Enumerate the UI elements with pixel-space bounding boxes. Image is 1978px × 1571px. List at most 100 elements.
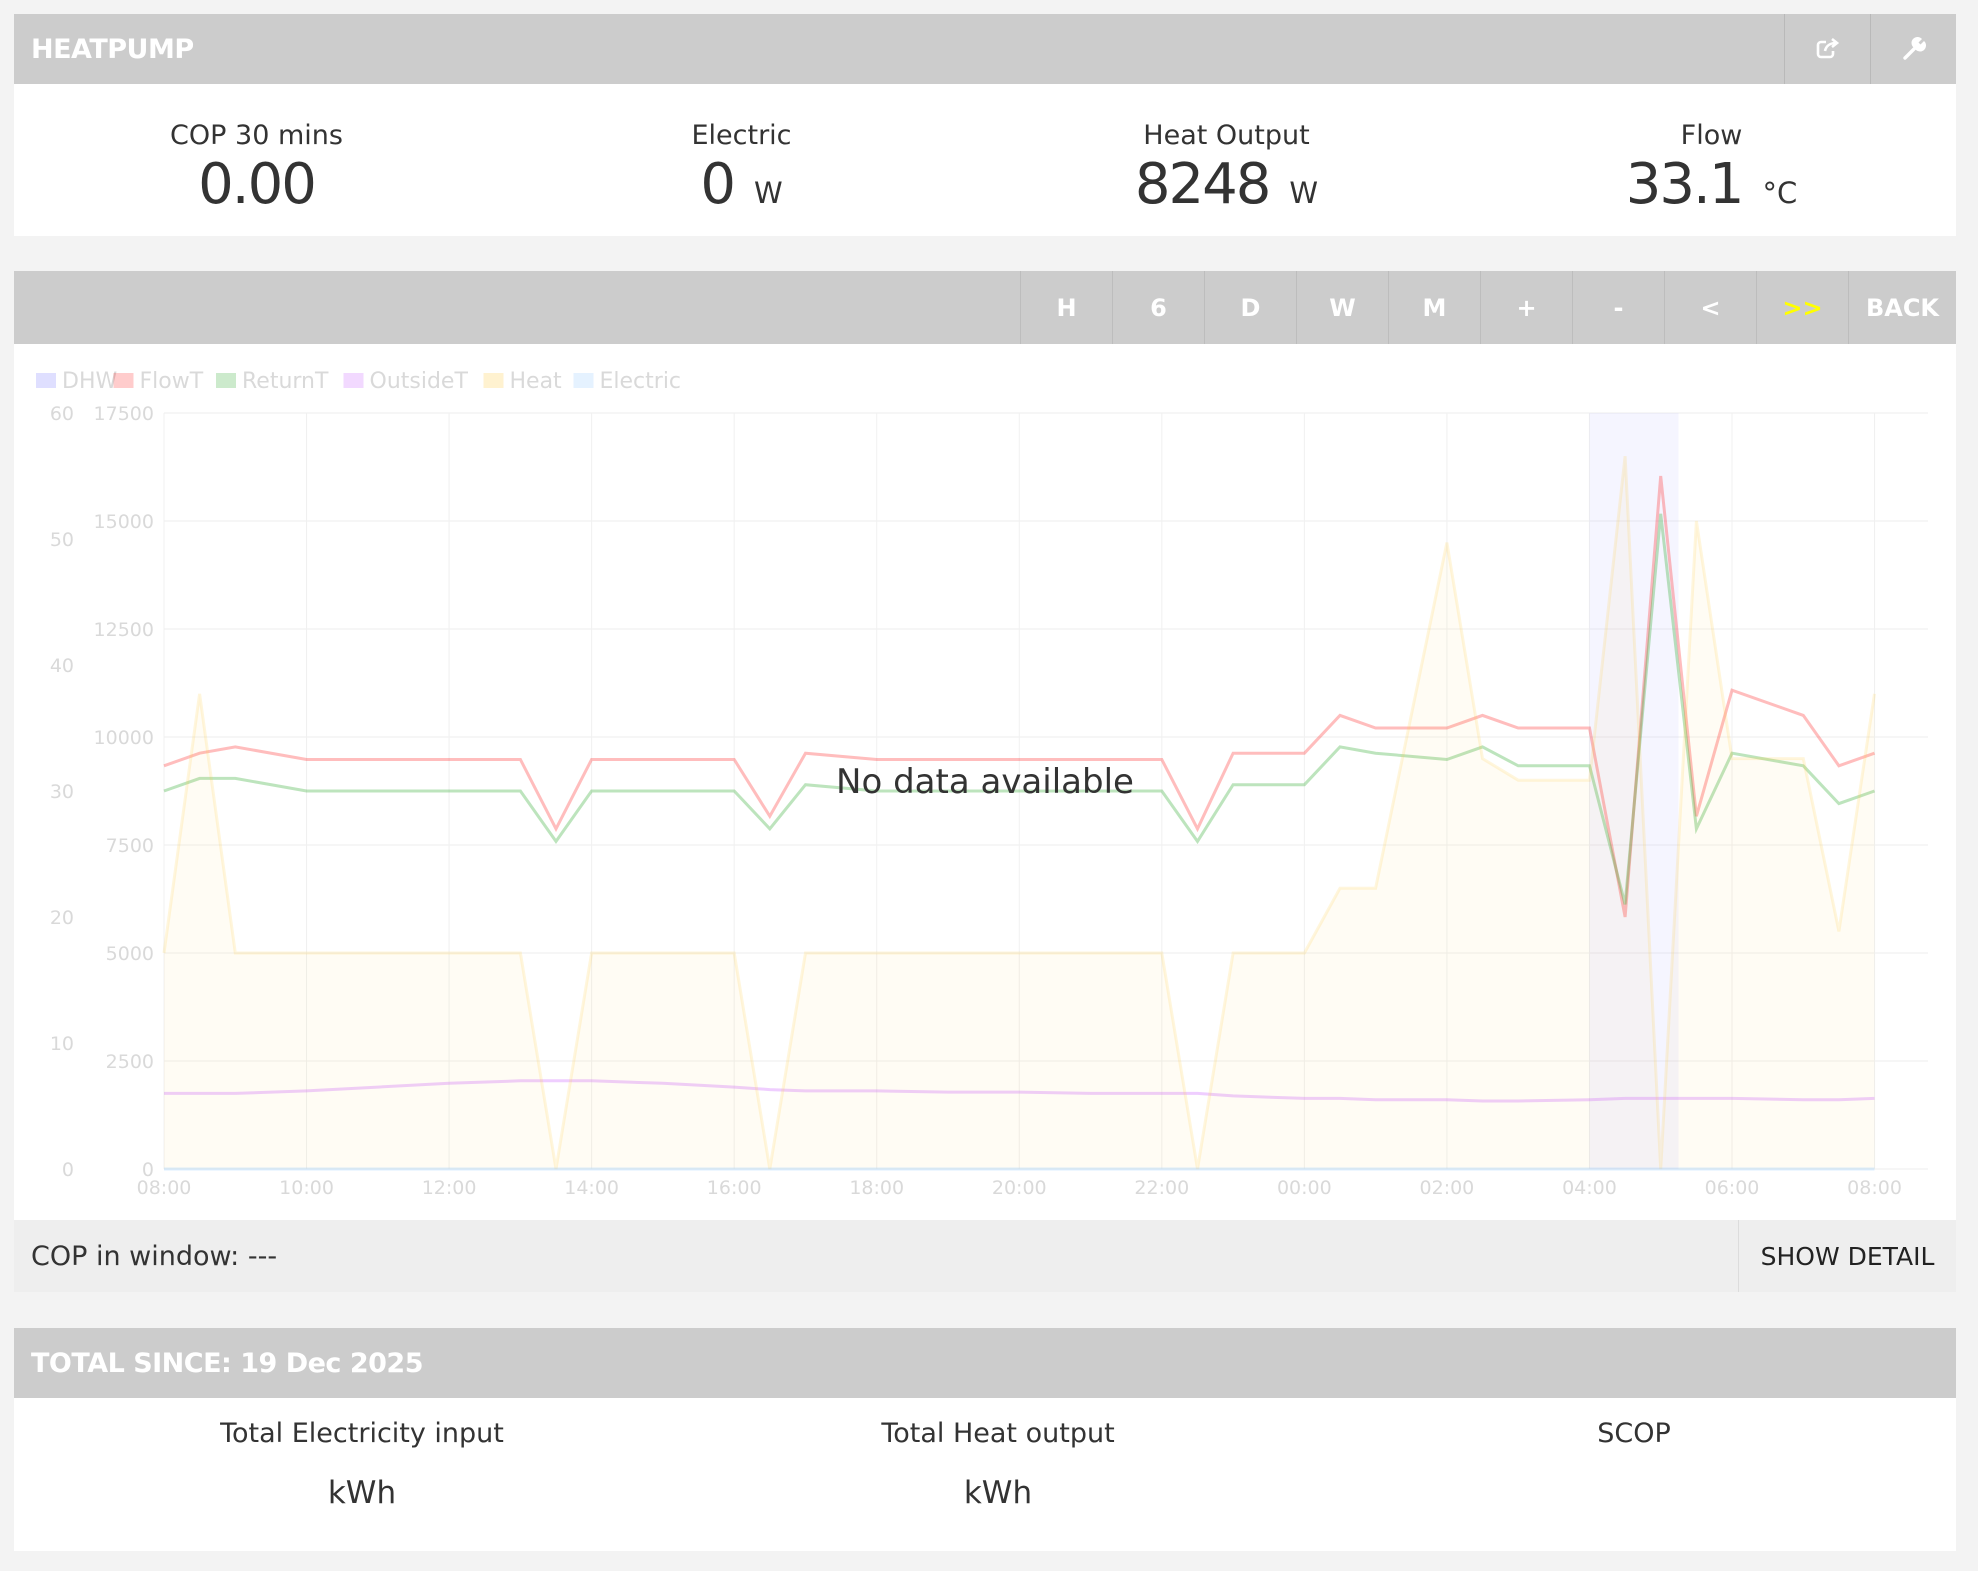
left-axis-tick: 60 xyxy=(50,403,74,425)
legend-label: Heat xyxy=(510,369,563,394)
left-axis-tick: 20 xyxy=(50,907,74,929)
total-label: Total Electricity input xyxy=(220,1418,504,1449)
series-line-returnt xyxy=(163,513,1876,905)
x-axis-tick: 10:00 xyxy=(279,1177,334,1199)
stat-heat-output: Heat Output 8248 W xyxy=(984,84,1469,225)
zoom-week-button[interactable]: W xyxy=(1296,271,1388,344)
chart-canvas: 0 2500 5000 7500 10000 12500 15000 17500 0 10 20 30… xyxy=(36,369,1928,1199)
zoom-month-button[interactable]: M xyxy=(1388,271,1480,344)
zoom-hour-button[interactable]: H xyxy=(1020,271,1112,344)
heat-value: 8248 xyxy=(1134,152,1272,217)
legend-label: DHW xyxy=(62,369,117,394)
right-axis-tick: 17500 xyxy=(94,403,154,425)
stat-flow: Flow 33.1 °C xyxy=(1469,84,1954,225)
x-axis-tick: 06:00 xyxy=(1705,1177,1760,1199)
electric-value: 0 xyxy=(700,152,736,217)
cop-window-label: COP in window: xyxy=(31,1240,240,1272)
stat-value: 0.00 xyxy=(14,153,499,217)
cop-window-bar: COP in window: --- SHOW DETAIL xyxy=(14,1220,1956,1292)
stat-value: 33.1 °C xyxy=(1469,153,1954,225)
total-heat: Total Heat output kWh xyxy=(680,1398,1316,1511)
right-axis-tick: 12500 xyxy=(94,619,154,641)
wrench-icon xyxy=(1902,37,1926,60)
back-button[interactable]: BACK xyxy=(1848,271,1956,344)
stat-label: COP 30 mins xyxy=(170,120,343,151)
cop-window-text: COP in window: --- xyxy=(31,1220,277,1292)
x-axis-tick: 04:00 xyxy=(1562,1177,1617,1199)
legend-label: FlowT xyxy=(140,369,204,394)
left-axis-tick: 30 xyxy=(50,781,74,803)
total-electricity: Total Electricity input kWh xyxy=(44,1398,680,1511)
total-scop: SCOP xyxy=(1316,1398,1952,1475)
legend-label: OutsideT xyxy=(370,369,469,394)
left-axis-tick: 10 xyxy=(50,1033,74,1055)
legend-swatch xyxy=(483,373,504,388)
x-axis-tick: 00:00 xyxy=(1277,1177,1332,1199)
x-axis-tick: 22:00 xyxy=(1134,1177,1189,1199)
series-line-heat xyxy=(162,456,1876,1170)
app-title: HEATPUMP xyxy=(31,33,194,65)
heat-area xyxy=(164,456,1875,1169)
stat-label: Electric xyxy=(691,120,792,151)
legend-label: Electric xyxy=(600,369,682,394)
series-line-outsidet xyxy=(164,1079,1875,1103)
x-axis-tick: 08:00 xyxy=(1847,1177,1902,1199)
history-chart[interactable]: 0 2500 5000 7500 10000 12500 15000 17500 0 10 20 30… xyxy=(14,344,1956,1220)
totals-title: TOTAL SINCE: 19 Dec 2025 xyxy=(31,1347,424,1379)
right-axis-tick: 15000 xyxy=(94,511,154,533)
series-line-flowt xyxy=(163,475,1876,918)
pan-left-button[interactable]: < xyxy=(1664,271,1756,344)
legend-label: ReturnT xyxy=(242,369,329,394)
zoom-day-button[interactable]: D xyxy=(1204,271,1296,344)
x-axis-tick: 12:00 xyxy=(422,1177,477,1199)
x-axis-tick: 20:00 xyxy=(992,1177,1047,1199)
chart-toolbar: H 6 D W M + - < >> BACK xyxy=(14,271,1956,344)
x-axis-tick: 08:00 xyxy=(137,1177,192,1199)
electric-unit: W xyxy=(753,176,783,210)
x-axis-tick: 02:00 xyxy=(1420,1177,1475,1199)
right-axis-tick: 7500 xyxy=(106,835,154,857)
totals-panel: Total Electricity input kWh Total Heat o… xyxy=(14,1398,1956,1551)
no-data-message: No data available xyxy=(836,762,1134,802)
cop-window-value: --- xyxy=(247,1240,278,1272)
legend-swatch xyxy=(573,373,594,388)
x-axis-tick: 16:00 xyxy=(707,1177,762,1199)
left-axis-tick: 0 xyxy=(62,1159,74,1181)
stat-label: Flow xyxy=(1680,120,1743,151)
stat-label: Heat Output xyxy=(1143,120,1310,151)
zoom-6hour-button[interactable]: 6 xyxy=(1112,271,1204,344)
total-label: SCOP xyxy=(1597,1418,1671,1449)
stat-value: 8248 W xyxy=(984,153,1469,225)
share-button[interactable] xyxy=(1784,14,1870,84)
settings-button[interactable] xyxy=(1870,14,1956,84)
legend-swatch xyxy=(216,373,236,388)
x-axis-tick: 14:00 xyxy=(564,1177,619,1199)
legend-swatch xyxy=(343,373,364,388)
legend-swatch xyxy=(113,373,134,388)
flow-unit: °C xyxy=(1762,176,1798,210)
flow-value: 33.1 xyxy=(1625,152,1745,217)
x-axis-tick: 18:00 xyxy=(849,1177,904,1199)
total-unit: kWh xyxy=(327,1475,397,1511)
heat-unit: W xyxy=(1289,176,1319,210)
total-unit: kWh xyxy=(963,1475,1033,1511)
cop-value: 0.00 xyxy=(198,152,317,217)
right-axis-tick: 0 xyxy=(142,1159,154,1181)
stat-cop: COP 30 mins 0.00 xyxy=(14,84,499,217)
dhw-band xyxy=(1589,413,1679,1169)
right-axis-tick: 5000 xyxy=(106,943,154,965)
right-axis-tick: 2500 xyxy=(106,1051,154,1073)
pan-right-button[interactable]: >> xyxy=(1756,271,1848,344)
share-icon xyxy=(1816,38,1839,59)
total-label: Total Heat output xyxy=(881,1418,1115,1449)
zoom-out-button[interactable]: - xyxy=(1572,271,1664,344)
show-detail-button[interactable]: SHOW DETAIL xyxy=(1738,1220,1956,1292)
legend-swatch xyxy=(36,373,56,388)
left-axis-tick: 40 xyxy=(50,655,74,677)
right-axis-tick: 10000 xyxy=(94,727,154,749)
left-axis-tick: 50 xyxy=(50,529,74,551)
zoom-in-button[interactable]: + xyxy=(1480,271,1572,344)
